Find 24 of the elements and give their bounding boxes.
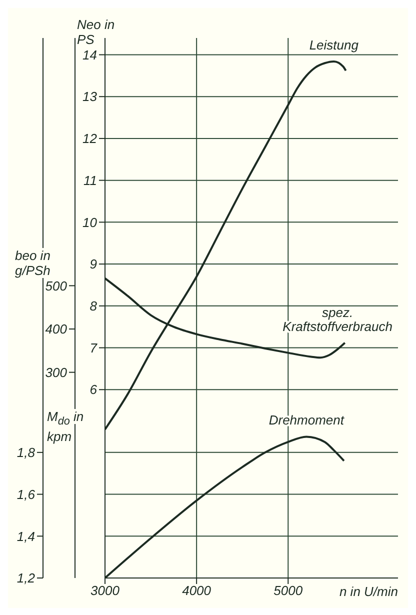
y-tick-label: 7	[90, 340, 98, 356]
y-tick-label: 14	[82, 47, 97, 62]
x-axis-title: n in U/min	[339, 584, 398, 599]
y2-tick-label: 500	[45, 278, 68, 294]
y3-tick-label: 1,6	[16, 486, 36, 502]
y-tick-label: 10	[82, 214, 98, 230]
y2-tick-label: 300	[45, 364, 68, 380]
y-tick-label: 11	[84, 172, 97, 188]
x-tick-label: 5000	[274, 583, 304, 598]
y-tick-label: 12	[82, 131, 98, 146]
y3-tick-label: 1,2	[16, 570, 36, 586]
y2-axis-title: beo in g/PSh	[15, 248, 50, 278]
x-tick-label: 3000	[90, 583, 120, 598]
y3-tick-label: 1,8	[16, 445, 36, 460]
y-tick-label: 9	[90, 256, 97, 272]
y-tick-label: 13	[82, 89, 98, 104]
y3-axis-title: M$_{do}$ in kpm	[47, 408, 84, 444]
x-tick-label: 4000	[182, 583, 212, 598]
y-tick-label: 6	[90, 382, 98, 398]
y2-tick-label: 400	[45, 322, 68, 337]
y-tick-label: 8	[90, 298, 98, 314]
y-axis-title: Neo in PS	[77, 16, 115, 47]
series-label: Leistung	[309, 37, 360, 52]
y3-tick-label: 1,4	[16, 528, 35, 544]
